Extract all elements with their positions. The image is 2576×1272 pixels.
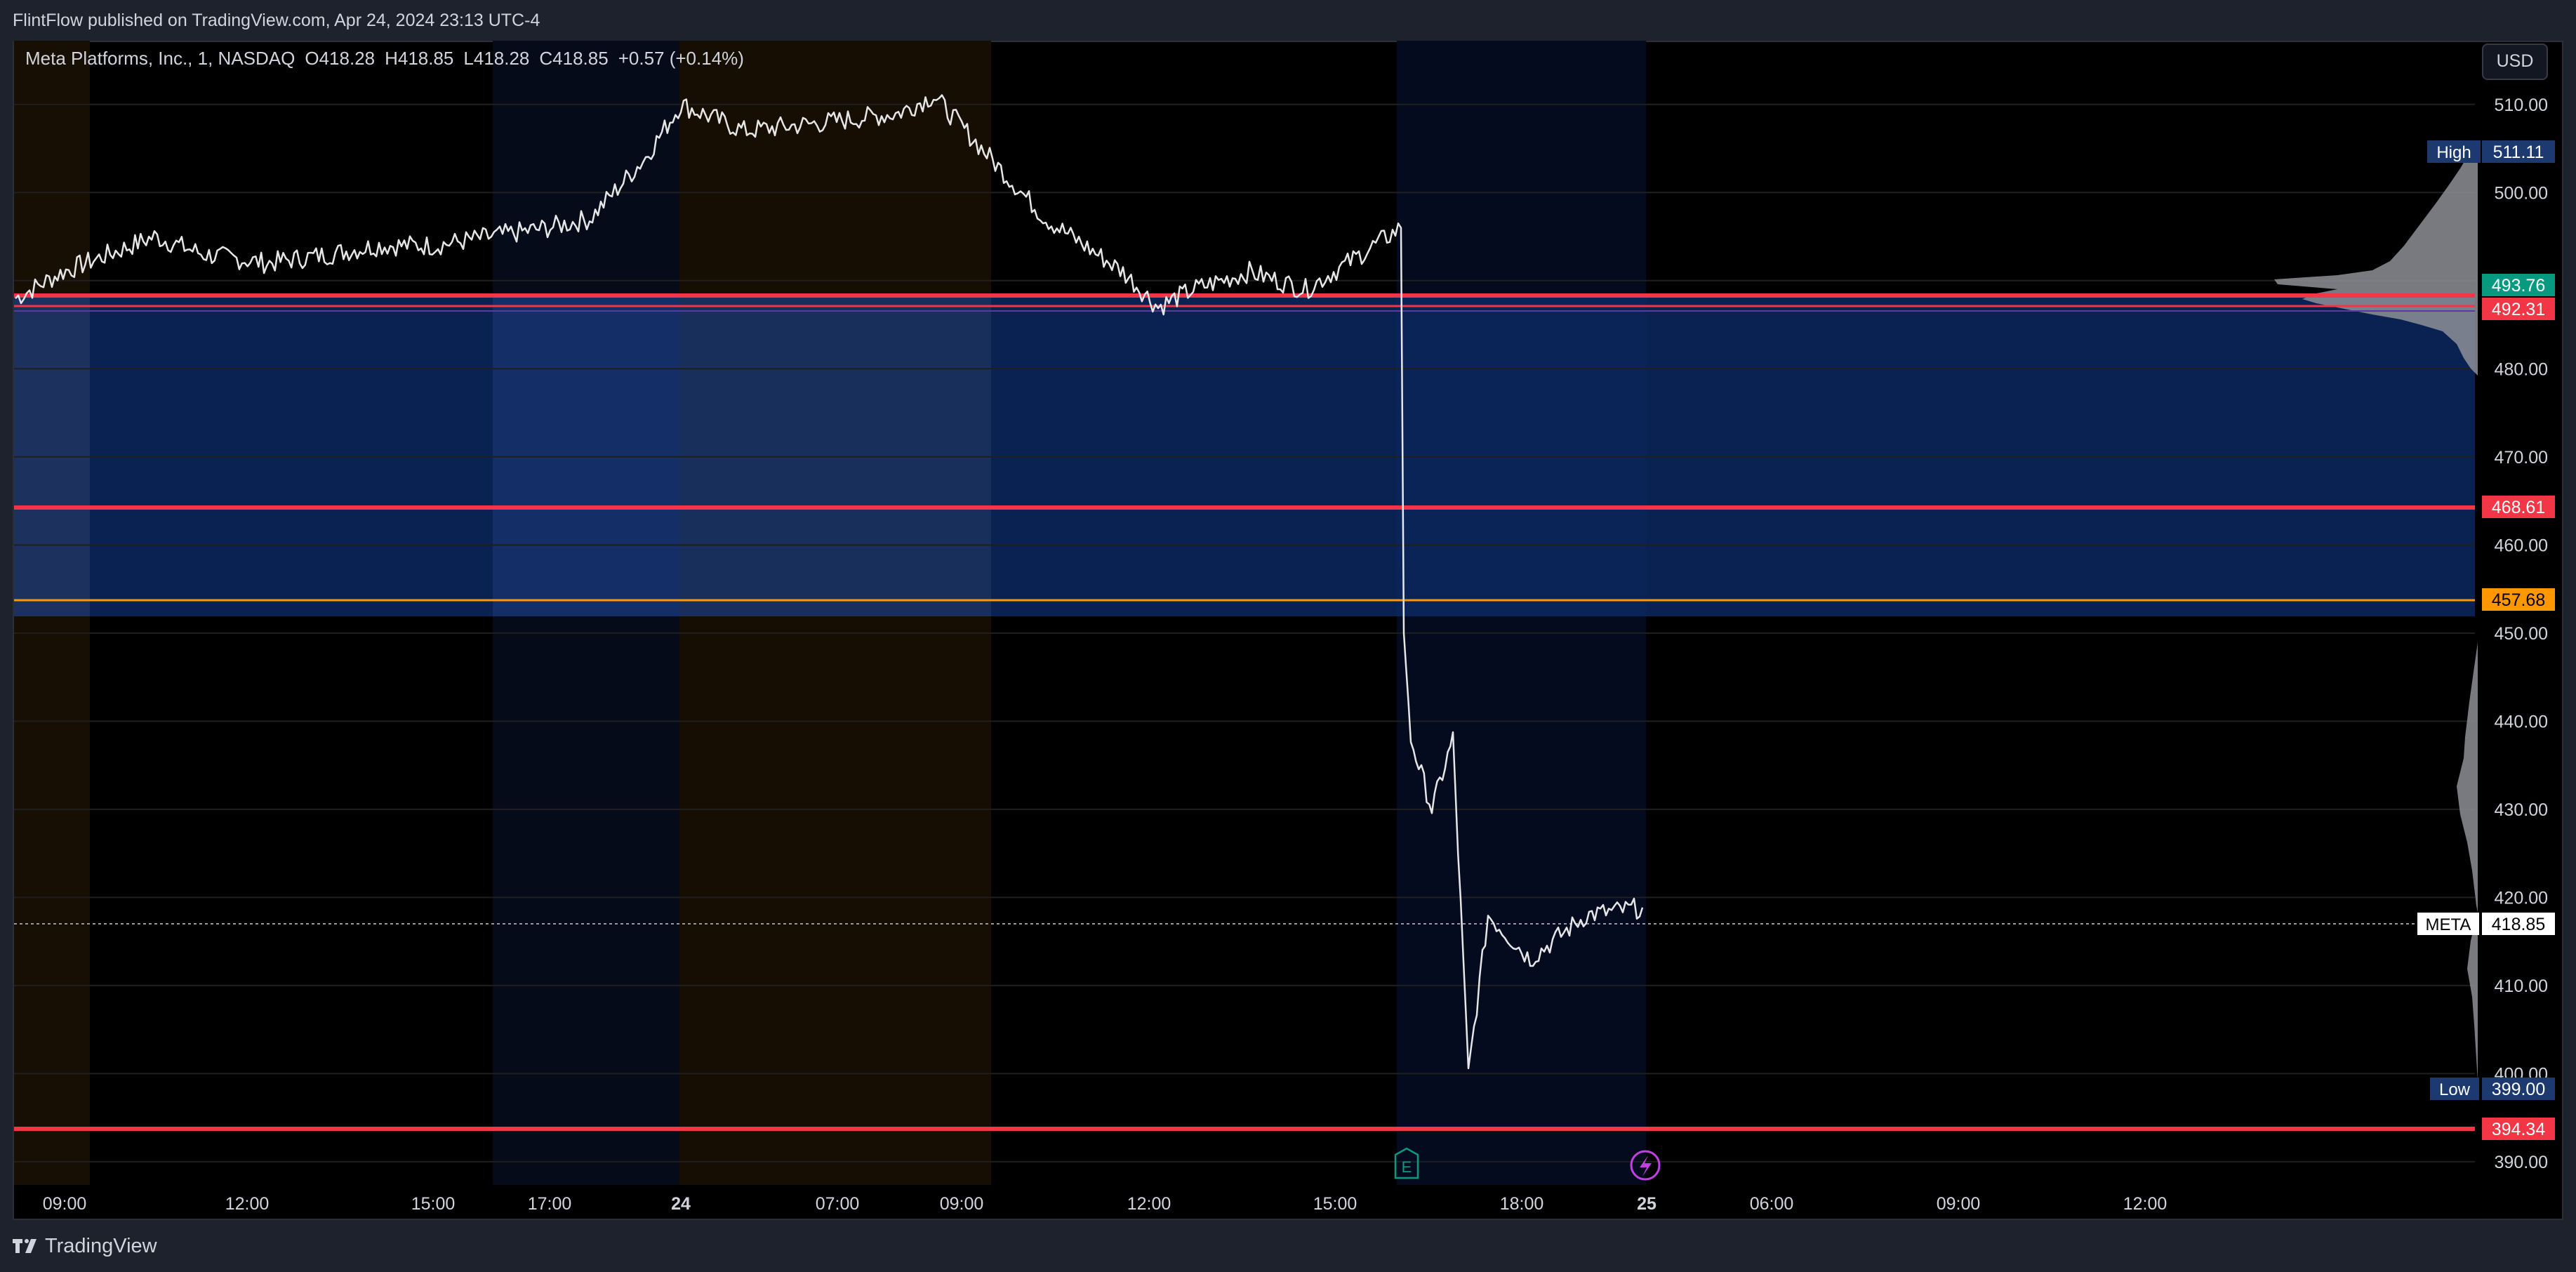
volume-profile-upper — [2274, 144, 2478, 376]
ticker-tag-label: META — [2426, 915, 2471, 934]
time-tick-label: 07:00 — [816, 1194, 860, 1214]
price-tick-label: 450.00 — [2495, 624, 2548, 644]
price-tick-label: 390.00 — [2495, 1153, 2548, 1172]
time-tick-label: 15:00 — [411, 1194, 456, 1214]
price-axis[interactable]: 510.00500.00490.00480.00470.00460.00450.… — [2495, 95, 2548, 1172]
price-tick-label: 480.00 — [2495, 359, 2548, 379]
legend-open: O418.28 — [305, 48, 376, 69]
time-tick-label: 12:00 — [1127, 1194, 1171, 1214]
time-axis[interactable]: 09:00 12:00 15:00 17:00 24 07:00 09:00 12:00 15:… — [43, 1194, 2167, 1214]
tradingview-logo-icon — [13, 1239, 36, 1253]
price-tick-label: 420.00 — [2495, 888, 2548, 908]
chart-pane[interactable] — [13, 41, 2563, 1220]
value-area-zone-afterhours — [493, 295, 679, 616]
time-tick-label: 12:00 — [225, 1194, 270, 1214]
time-tick-label: 15:00 — [1313, 1194, 1357, 1214]
dividend-marker[interactable] — [1630, 1150, 1661, 1181]
green-price-value: 493.76 — [2492, 276, 2545, 296]
legend-high: H418.85 — [385, 48, 454, 69]
time-tick-label: 12:00 — [2123, 1194, 2167, 1214]
red-price-value-1: 492.31 — [2492, 300, 2545, 319]
red-price-tag-1: 492.31 — [2482, 298, 2555, 320]
green-price-tag: 493.76 — [2482, 274, 2555, 296]
legend-close: C418.85 — [539, 48, 609, 69]
low-tag-value: 399.00 — [2492, 1080, 2545, 1099]
symbol-legend[interactable]: Meta Platforms, Inc., 1, NASDAQ O418.28 … — [25, 48, 744, 69]
published-text: FlintFlow published on TradingView.com, … — [13, 11, 540, 30]
low-tag-label: Low — [2439, 1080, 2471, 1099]
time-tick-label: 18:00 — [1500, 1194, 1544, 1214]
high-tag: High 511.11 — [2427, 140, 2555, 163]
legend-symbol: Meta Platforms, Inc., 1, NASDAQ — [25, 48, 296, 69]
price-tick-label: 410.00 — [2495, 976, 2548, 996]
value-area-zone-premarket — [14, 295, 90, 616]
time-tick-label: 09:00 — [43, 1194, 87, 1214]
ticker-tag-value: 418.85 — [2492, 915, 2545, 934]
time-tick-label: 24 — [671, 1194, 691, 1214]
price-tick-label: 510.00 — [2495, 95, 2548, 115]
time-tick-label: 17:00 — [528, 1194, 572, 1214]
high-tag-label: High — [2436, 143, 2471, 162]
brand-name: TradingView — [45, 1234, 157, 1257]
legend-low: L418.28 — [463, 48, 530, 69]
price-tick-label: 460.00 — [2495, 536, 2548, 555]
price-tick-label: 470.00 — [2495, 448, 2548, 468]
value-area-zone-premarket-2 — [679, 295, 991, 616]
red-price-value-2: 468.61 — [2492, 498, 2545, 517]
price-grid — [14, 103, 2475, 1162]
low-tag: Low 399.00 — [2430, 1078, 2555, 1100]
orange-price-value: 457.68 — [2492, 590, 2545, 610]
orange-price-tag: 457.68 — [2482, 588, 2555, 611]
price-tick-label: 430.00 — [2495, 800, 2548, 820]
published-header: FlintFlow published on TradingView.com, … — [0, 0, 2576, 41]
earnings-icon — [1394, 1147, 1419, 1179]
value-area-zone — [14, 295, 2475, 616]
legend-change: +0.57 (+0.14%) — [618, 48, 744, 69]
red-price-tag-3: 394.34 — [2482, 1118, 2555, 1140]
time-tick-label: 09:00 — [1937, 1194, 1981, 1214]
ticker-tag: META 418.85 — [2417, 913, 2555, 935]
earnings-label: E — [1402, 1158, 1412, 1176]
time-tick-label: 09:00 — [940, 1194, 984, 1214]
footer-bar: TradingView — [0, 1220, 2576, 1272]
price-series-line[interactable] — [15, 94, 1644, 1070]
earnings-marker[interactable]: E — [1394, 1147, 1419, 1179]
volume-profile-lower — [2457, 642, 2478, 1081]
price-tick-label: 440.00 — [2495, 712, 2548, 731]
price-tick-label: 500.00 — [2495, 183, 2548, 203]
high-tag-value: 511.11 — [2493, 143, 2544, 162]
time-tick-label: 06:00 — [1750, 1194, 1794, 1214]
red-price-tag-2: 468.61 — [2482, 496, 2555, 518]
currency-button[interactable]: USD — [2482, 44, 2548, 80]
tradingview-logo[interactable]: TradingView — [13, 1233, 157, 1259]
lightning-icon — [1640, 1155, 1652, 1177]
red-price-value-3: 394.34 — [2492, 1120, 2546, 1139]
time-tick-label: 25 — [1637, 1194, 1657, 1214]
